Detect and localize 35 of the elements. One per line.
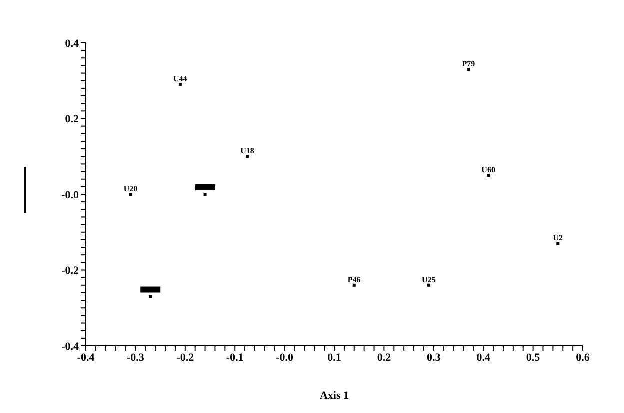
x-tick-label: -0.3 bbox=[126, 352, 145, 364]
point bbox=[467, 68, 470, 72]
x-tick-label: 0.6 bbox=[576, 352, 590, 364]
point bbox=[149, 295, 152, 298]
point bbox=[246, 155, 250, 158]
point bbox=[556, 242, 560, 246]
data-label: P46 bbox=[348, 275, 361, 284]
data-label: P79 bbox=[462, 60, 476, 69]
data-label: U20 bbox=[124, 184, 138, 194]
point bbox=[427, 284, 430, 287]
y-tick-label: 0.2 bbox=[65, 114, 80, 126]
x-tick-label: -0.1 bbox=[226, 352, 244, 364]
point bbox=[487, 174, 490, 178]
y-tick-label: 0.4 bbox=[65, 38, 80, 50]
point bbox=[129, 193, 132, 196]
x-axis-title: Axis 1 bbox=[320, 390, 350, 402]
x-tick-label: 0.5 bbox=[526, 352, 541, 364]
point bbox=[352, 284, 356, 287]
data-label: U44 bbox=[174, 74, 188, 84]
x-tick-label: 0.1 bbox=[328, 352, 342, 364]
data-label: U60 bbox=[482, 166, 496, 175]
point bbox=[204, 193, 207, 196]
x-tick-label: 0.4 bbox=[476, 352, 491, 364]
y-tick-label: -0.2 bbox=[62, 265, 80, 278]
x-tick-label: 0.3 bbox=[427, 352, 442, 364]
data-label: U2 bbox=[553, 234, 564, 243]
data-label: U18 bbox=[240, 146, 254, 156]
x-tick-label: 0.2 bbox=[377, 352, 392, 364]
x-tick-label: -0.2 bbox=[176, 352, 195, 364]
y-tick-label: -0.0 bbox=[62, 189, 80, 202]
y-tick-label: -0.4 bbox=[62, 340, 80, 353]
point bbox=[178, 83, 182, 86]
x-tick-label: -0.4 bbox=[77, 352, 96, 364]
x-tick-label: -0.0 bbox=[276, 352, 294, 364]
data-label: U25 bbox=[422, 275, 436, 284]
